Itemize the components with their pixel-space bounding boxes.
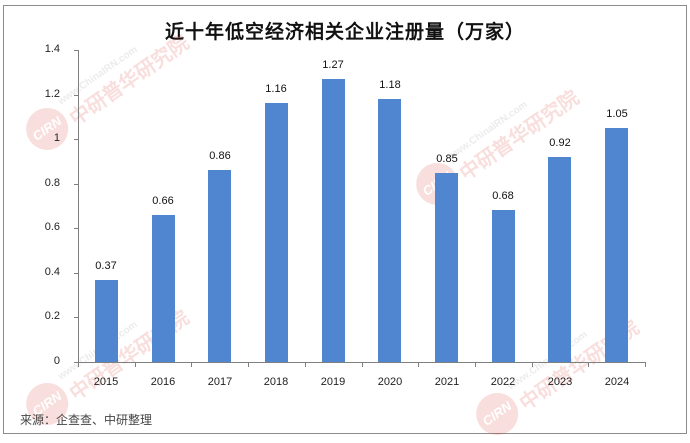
x-tick xyxy=(645,362,646,367)
data-label: 1.27 xyxy=(322,59,344,71)
x-tick xyxy=(588,362,589,367)
data-label: 1.18 xyxy=(379,79,401,91)
y-tick xyxy=(74,50,78,51)
y-tick xyxy=(74,139,78,140)
y-tick-label: 1.2 xyxy=(44,88,60,100)
x-tick-label: 2015 xyxy=(93,376,119,388)
x-tick-label: 2021 xyxy=(434,376,460,388)
data-label: 0.68 xyxy=(492,190,514,202)
y-tick xyxy=(74,228,78,229)
data-label: 0.66 xyxy=(152,195,174,207)
x-tick xyxy=(418,362,419,367)
data-label: 0.86 xyxy=(209,150,231,162)
data-label: 1.16 xyxy=(265,83,287,95)
y-tick xyxy=(74,273,78,274)
bar-2021[interactable] xyxy=(435,173,458,362)
bar-2015[interactable] xyxy=(95,280,118,362)
x-tick-label: 2018 xyxy=(263,376,289,388)
bar-2019[interactable] xyxy=(322,79,345,362)
x-tick xyxy=(362,362,363,367)
x-tick xyxy=(475,362,476,367)
watermark-logo-icon: CIRN xyxy=(467,384,527,443)
y-tick-label: 0.2 xyxy=(44,310,60,322)
bar-2024[interactable] xyxy=(605,128,628,362)
data-label: 0.37 xyxy=(95,260,117,272)
x-tick-label: 2019 xyxy=(320,376,346,388)
bar-2017[interactable] xyxy=(208,170,231,362)
y-tick-label: 0 xyxy=(53,355,60,367)
y-tick xyxy=(74,184,78,185)
x-tick xyxy=(532,362,533,367)
bar-2023[interactable] xyxy=(548,157,571,362)
x-tick-label: 2022 xyxy=(490,376,516,388)
x-tick xyxy=(305,362,306,367)
source-note: 来源：企查查、中研整理 xyxy=(20,413,153,427)
x-tick-label: 2023 xyxy=(547,376,573,388)
x-tick xyxy=(135,362,136,367)
y-tick xyxy=(74,95,78,96)
x-tick-label: 2024 xyxy=(604,376,630,388)
bar-2022[interactable] xyxy=(492,210,515,362)
chart-title: 近十年低空经济相关企业注册量（万家） xyxy=(164,21,525,43)
y-tick xyxy=(74,317,78,318)
x-tick xyxy=(248,362,249,367)
bar-2020[interactable] xyxy=(378,99,401,362)
bar-2018[interactable] xyxy=(265,103,288,362)
y-tick-label: 0.8 xyxy=(44,177,60,189)
y-tick-label: 0.4 xyxy=(44,266,60,278)
data-label: 0.92 xyxy=(549,137,571,149)
y-tick xyxy=(74,362,78,363)
x-tick-label: 2016 xyxy=(150,376,176,388)
x-tick xyxy=(78,362,79,367)
x-tick-label: 2017 xyxy=(207,376,233,388)
y-axis xyxy=(78,50,79,363)
x-tick xyxy=(191,362,192,367)
x-tick-label: 2020 xyxy=(377,376,403,388)
watermark-logo-icon: CIRN xyxy=(17,99,77,159)
y-tick-label: 1 xyxy=(53,132,60,144)
data-label: 1.05 xyxy=(606,108,628,120)
y-tick-label: 0.6 xyxy=(44,221,60,233)
data-label: 0.85 xyxy=(436,153,458,165)
bar-2016[interactable] xyxy=(152,215,175,362)
y-tick-label: 1.4 xyxy=(44,43,60,55)
